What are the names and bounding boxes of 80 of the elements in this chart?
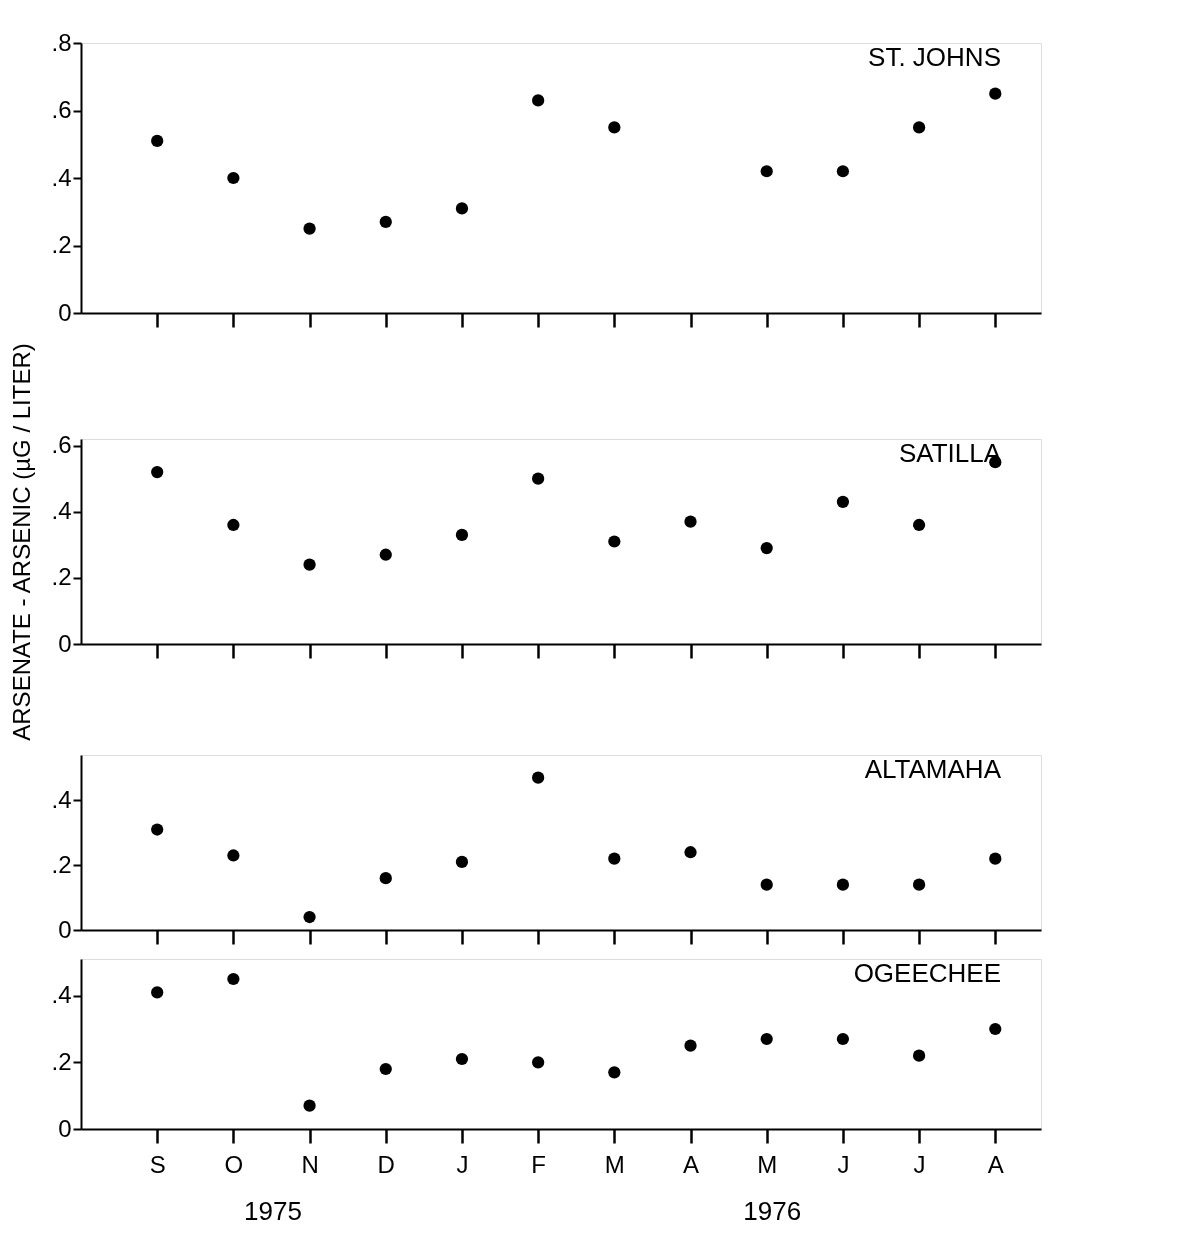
x-tick-label: F: [531, 1150, 546, 1178]
text: 1976: [743, 1196, 802, 1226]
y-tick-label: .2: [51, 563, 72, 591]
point: [379, 872, 392, 885]
point: [227, 171, 240, 185]
y-tick-label: .8: [51, 28, 72, 56]
point: [989, 1022, 1002, 1036]
point: [608, 1066, 621, 1079]
chart-title: OGEECHEE: [853, 958, 1001, 988]
y-tick-label: .2: [51, 1047, 72, 1075]
point: [151, 986, 164, 999]
point: [684, 846, 697, 859]
point: [151, 465, 164, 479]
y-tick-label: .2: [51, 231, 72, 258]
point: [912, 1049, 926, 1062]
y-tick-label: .2: [51, 850, 72, 878]
y-tick-label: .4: [51, 163, 72, 191]
y-axis-title: ARSENATE - ARSENIC (µG / LITER): [8, 343, 36, 741]
point: [836, 878, 850, 891]
point: [379, 215, 392, 228]
x-tick-label: M: [604, 1150, 625, 1178]
y-tick-label: .4: [51, 785, 72, 813]
point: [760, 165, 773, 178]
y-tick-label: .4: [51, 981, 72, 1009]
point: [760, 878, 773, 891]
point: [684, 515, 697, 528]
point: [303, 222, 316, 235]
y-tick-label: .4: [51, 497, 72, 525]
x-tick-label: D: [377, 1150, 395, 1178]
y-tick-label: 0: [58, 629, 72, 657]
point: [912, 878, 926, 891]
x-tick-label: A: [987, 1150, 1004, 1178]
x-tick-label: A: [683, 1150, 700, 1178]
x-tick-label: J: [456, 1150, 469, 1178]
point: [608, 535, 621, 548]
point: [379, 1062, 392, 1076]
point: [760, 542, 773, 555]
point: [455, 855, 469, 869]
point: [151, 134, 164, 147]
point: [912, 518, 926, 532]
point: [303, 1099, 316, 1112]
point: [303, 558, 316, 571]
point: [836, 165, 850, 178]
point: [684, 1039, 697, 1052]
chart-title: SATILLA: [898, 438, 1002, 468]
x-tick-label: N: [301, 1150, 319, 1178]
point: [379, 548, 392, 561]
point: [227, 518, 240, 532]
x-tick-label: M: [757, 1150, 778, 1178]
chart-title: ALTAMAHA: [864, 754, 1002, 784]
y-tick-label: 0: [58, 1114, 72, 1142]
text: 1975: [244, 1196, 302, 1226]
point: [989, 852, 1002, 865]
x-tick-label: J: [837, 1150, 850, 1178]
point: [455, 528, 469, 541]
point: [608, 852, 621, 865]
chart-title: ST. JOHNS: [868, 42, 1001, 72]
y-tick-label: 0: [58, 298, 72, 326]
point: [532, 1056, 545, 1069]
point: [836, 495, 850, 508]
point: [836, 1032, 850, 1046]
point: [532, 94, 545, 107]
point: [303, 910, 316, 924]
point: [760, 1032, 773, 1046]
y-tick-label: .6: [51, 431, 72, 459]
x-tick-label: J: [913, 1150, 926, 1178]
point: [989, 87, 1002, 100]
point: [532, 771, 545, 784]
point: [912, 121, 926, 134]
y-tick-label: 0: [58, 915, 72, 943]
point: [455, 1052, 469, 1066]
point: [151, 823, 164, 836]
x-tick-label: O: [224, 1150, 244, 1178]
point: [227, 972, 240, 986]
y-tick-label: .6: [51, 96, 72, 123]
point: [608, 121, 621, 134]
x-tick-label: S: [149, 1150, 166, 1178]
point: [227, 849, 240, 862]
point: [532, 472, 545, 485]
point: [455, 202, 469, 215]
